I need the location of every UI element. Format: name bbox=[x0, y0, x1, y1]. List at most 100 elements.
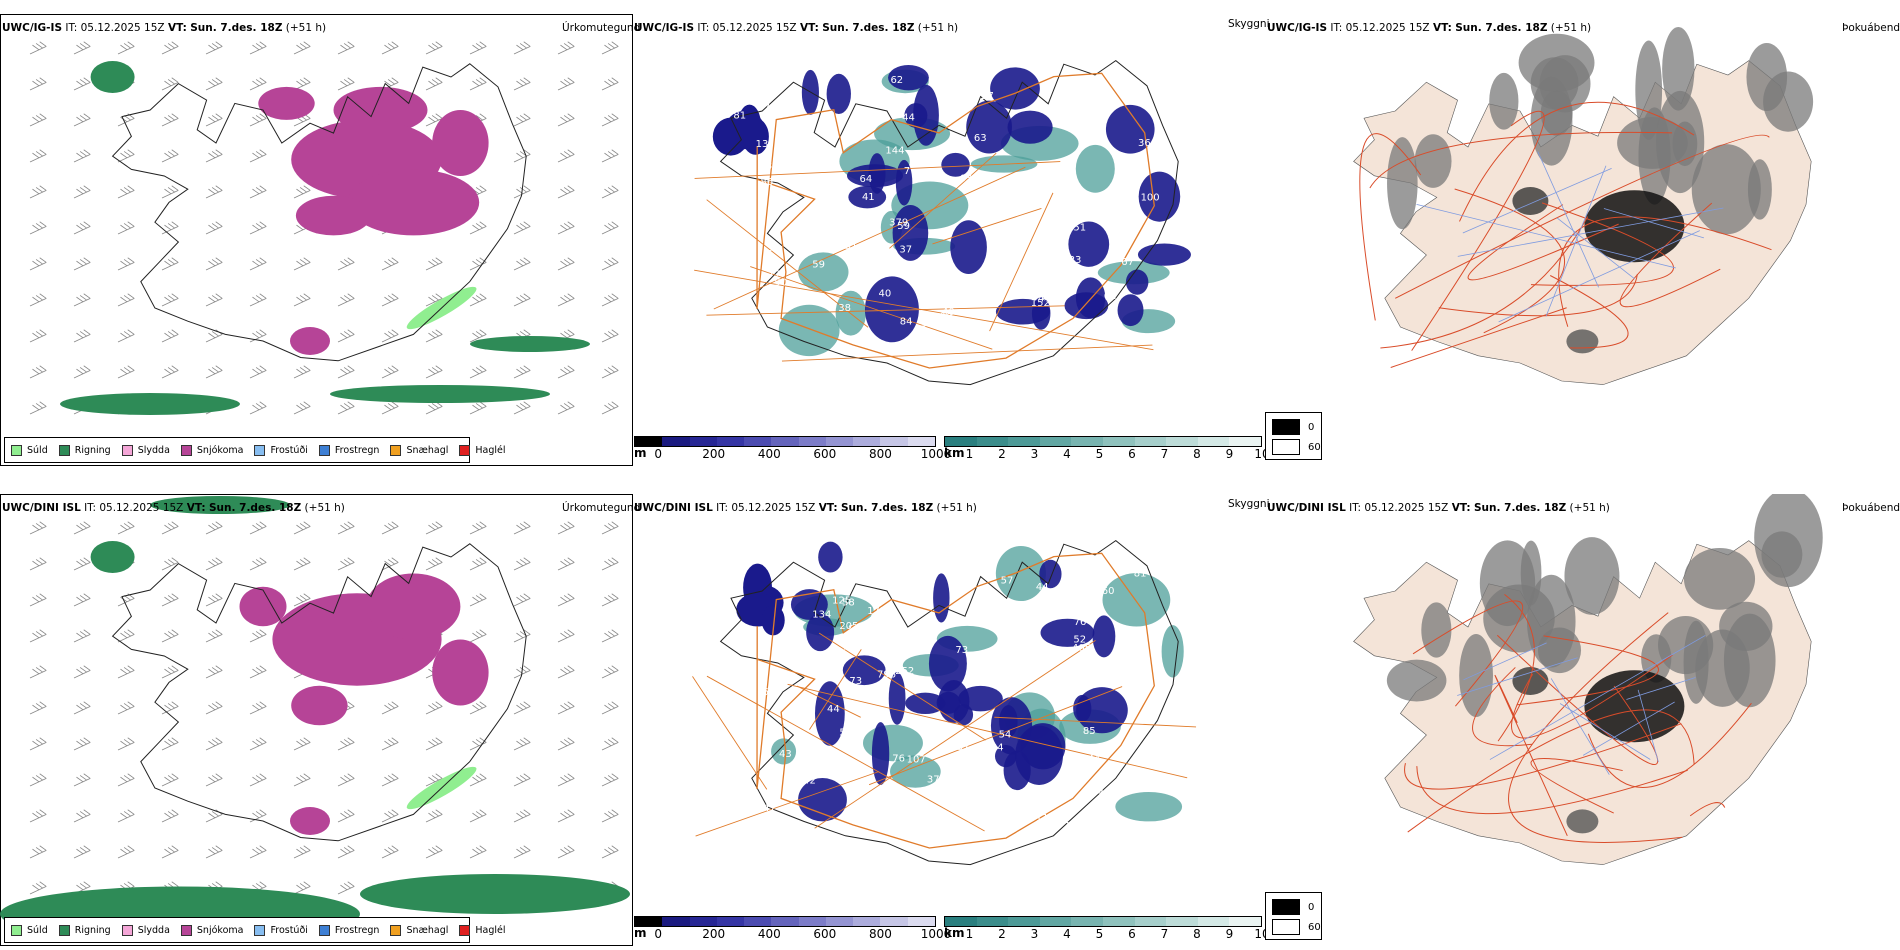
visibility-label: 252 bbox=[895, 666, 914, 677]
wind-barb bbox=[29, 41, 47, 55]
wind-barb-stroke bbox=[601, 77, 619, 91]
wind-barb-stroke bbox=[513, 701, 531, 715]
road bbox=[1530, 758, 1623, 814]
wind-barb bbox=[557, 77, 575, 91]
legend-label: Frostregn bbox=[334, 444, 380, 456]
visibility-label: 405 bbox=[1072, 643, 1091, 654]
visibility-label: 57 bbox=[937, 276, 950, 287]
wind-barb-stroke bbox=[337, 557, 355, 571]
km-unit-row2: km bbox=[944, 926, 965, 940]
valid-time: Sun. 7.des. 18Z bbox=[1455, 22, 1548, 34]
scale-tick-label: 800 bbox=[868, 447, 892, 461]
wind-barb-stroke bbox=[469, 365, 487, 379]
visibility-label: 42 bbox=[803, 776, 816, 787]
rain-area bbox=[90, 61, 135, 93]
road bbox=[932, 207, 1042, 245]
snow-area bbox=[366, 573, 461, 640]
legend-swatch bbox=[121, 924, 133, 936]
wind-barb bbox=[601, 113, 619, 127]
wind-barb-stroke bbox=[557, 221, 575, 235]
road bbox=[818, 632, 986, 741]
scale-tick-label: 6 bbox=[1128, 927, 1136, 941]
wind-barb bbox=[205, 773, 223, 787]
visibility-label: 60 bbox=[1102, 586, 1115, 597]
snow-area bbox=[432, 639, 489, 706]
road bbox=[1472, 667, 1533, 747]
wind-barb-stroke bbox=[73, 365, 91, 379]
wind-barb bbox=[249, 149, 267, 163]
wind-barb bbox=[73, 737, 91, 751]
wind-barb-stroke bbox=[513, 41, 531, 55]
visibility-label: 64 bbox=[859, 174, 872, 185]
wind-barb-stroke bbox=[601, 329, 619, 343]
wind-barb-stroke bbox=[249, 257, 267, 271]
wind-barb bbox=[513, 149, 531, 163]
scale-tick-label: 3 bbox=[1030, 447, 1039, 461]
title-precip-row2: Úrkomutegund bbox=[562, 502, 641, 514]
scale-tick-label: 5 bbox=[1095, 447, 1104, 461]
lead-time: (+51 h) bbox=[1569, 502, 1610, 514]
wind-barb-stroke bbox=[601, 113, 619, 127]
visibility-label: 38 bbox=[838, 303, 851, 314]
wind-barb bbox=[337, 329, 355, 343]
wind-barb bbox=[601, 593, 619, 607]
road bbox=[1390, 307, 1567, 368]
visibility-label: 27 bbox=[981, 91, 994, 102]
wind-barb-stroke bbox=[73, 293, 91, 307]
wind-barb-stroke bbox=[557, 113, 575, 127]
wind-barb bbox=[601, 773, 619, 787]
visibility-label: 76 bbox=[1074, 617, 1087, 628]
wind-barb-stroke bbox=[513, 773, 531, 787]
wind-barb-stroke bbox=[557, 185, 575, 199]
wind-barb-stroke bbox=[513, 593, 531, 607]
wind-barb-stroke bbox=[249, 41, 267, 55]
wind-barb bbox=[557, 293, 575, 307]
wind-barb bbox=[601, 293, 619, 307]
wind-barb-stroke bbox=[557, 365, 575, 379]
wind-barb bbox=[161, 665, 179, 679]
wind-barb-stroke bbox=[601, 701, 619, 715]
wind-barb bbox=[557, 557, 575, 571]
visibility-label: 69 bbox=[1091, 785, 1104, 796]
visibility-label: 67 bbox=[954, 805, 967, 816]
very-low-visibility-area bbox=[864, 276, 919, 343]
wind-barb-stroke bbox=[381, 701, 399, 715]
height-scale-row2: 0 200 400 600 800 1000 bbox=[634, 916, 951, 941]
wind-barb-stroke bbox=[557, 41, 575, 55]
wind-barb bbox=[73, 257, 91, 271]
wind-barb-stroke bbox=[161, 809, 179, 823]
wind-barb-stroke bbox=[205, 149, 223, 163]
wind-barb bbox=[557, 845, 575, 859]
legend-item: Haglél bbox=[459, 924, 506, 936]
legend-label: Frostúði bbox=[270, 444, 308, 456]
wind-barb-stroke bbox=[425, 809, 443, 823]
precip-areas bbox=[60, 61, 590, 415]
road bbox=[1508, 612, 1683, 843]
wind-barb-stroke bbox=[381, 329, 399, 343]
visibility-label: 47 bbox=[1038, 294, 1051, 305]
wind-barb-stroke bbox=[249, 329, 267, 343]
header-row1-p3: UWC/IG-IS IT: 05.12.2025 15Z VT: Sun. 7.… bbox=[1267, 22, 1591, 34]
legend-label: Snæhagl bbox=[406, 444, 449, 456]
wind-barb bbox=[73, 665, 91, 679]
wind-barb bbox=[249, 293, 267, 307]
wind-barb-stroke bbox=[29, 701, 47, 715]
visibility-label: 56 bbox=[813, 175, 826, 186]
scale-tick-label: 2 bbox=[998, 447, 1006, 461]
wind-barb-stroke bbox=[117, 845, 135, 859]
wind-barb bbox=[469, 845, 487, 859]
wind-barb bbox=[293, 557, 311, 571]
wind-barb bbox=[161, 113, 179, 127]
very-low-visibility-area bbox=[1015, 725, 1064, 785]
wind-barb-stroke bbox=[73, 881, 91, 895]
very-low-visibility-area bbox=[806, 613, 835, 652]
wind-barb-stroke bbox=[73, 113, 91, 127]
wind-barb-stroke bbox=[557, 557, 575, 571]
panel-visibility-row1: 84 48 63 81 100 90 40 31 78 83 59 61 56 48 56 46 84 47 67 5… bbox=[634, 14, 1267, 466]
wind-barb bbox=[601, 149, 619, 163]
wind-barb-stroke bbox=[73, 521, 91, 535]
wind-barb bbox=[337, 257, 355, 271]
wind-barb bbox=[249, 401, 267, 415]
wind-barb bbox=[601, 521, 619, 535]
wind-barb-stroke bbox=[293, 737, 311, 751]
